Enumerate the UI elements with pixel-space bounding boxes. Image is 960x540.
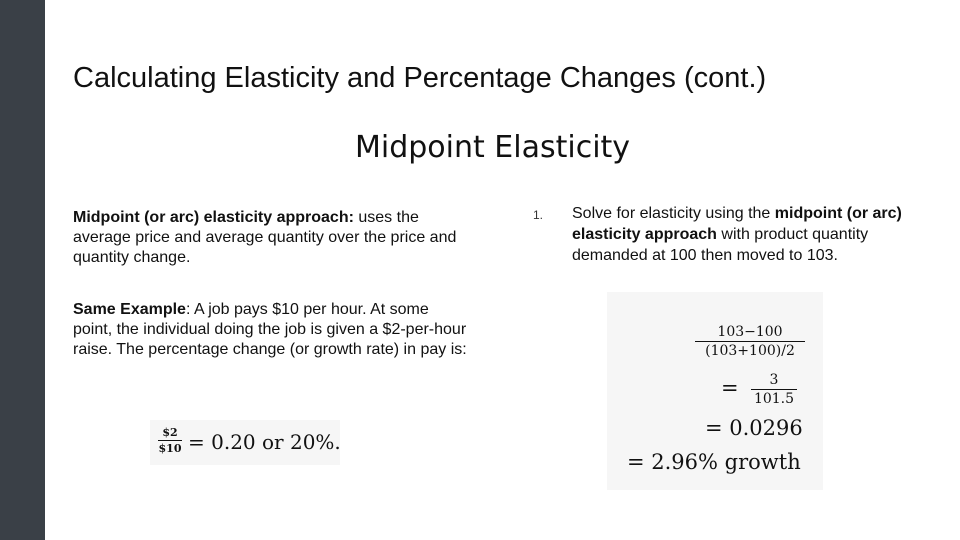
definition-text: uses the average price and average quant… <box>73 209 457 266</box>
decimal-result: = 0.0296 <box>705 416 803 440</box>
list-item-number: 1. <box>533 208 544 222</box>
simplified-fraction: 3 101.5 <box>751 372 797 407</box>
pay-change-result: = 0.20 or 20%. <box>188 430 341 454</box>
example-label: Same Example <box>73 301 186 318</box>
left-column: Midpoint (or arc) elasticity approach: u… <box>73 208 468 360</box>
example-text: : A job pays $10 per hour. At some point… <box>73 301 467 358</box>
instruction-text-end: with product quantity demanded at 100 th… <box>572 226 869 264</box>
definition-term: Midpoint (or arc) elasticity approach: <box>73 209 354 226</box>
fraction-bar <box>695 341 805 342</box>
midpoint-fraction-denominator: (103+100)/2 <box>705 343 795 359</box>
pay-fraction-denominator: $10 <box>158 442 182 455</box>
midpoint-formula: 103−100 (103+100)/2 = 3 101.5 = 0.0296 =… <box>607 292 823 490</box>
midpoint-fraction: 103−100 (103+100)/2 <box>695 324 805 359</box>
fraction-bar <box>158 440 182 441</box>
growth-result: = 2.96% growth <box>627 450 801 474</box>
pay-fraction-numerator: $2 <box>162 426 178 439</box>
definition-paragraph: Midpoint (or arc) elasticity approach: u… <box>73 208 468 268</box>
instruction-text-start: Solve for elasticity using the <box>572 205 775 222</box>
equals-sign: = <box>721 376 739 400</box>
instruction-text-bold: midpoint (or arc) elasticity approach <box>572 205 902 243</box>
pay-change-formula: $2 $10 = 0.20 or 20%. <box>150 420 341 465</box>
simplified-fraction-denominator: 101.5 <box>753 391 795 407</box>
slide-subtitle: Midpoint Elasticity <box>355 130 631 165</box>
simplified-fraction-numerator: 3 <box>769 372 779 388</box>
pay-fraction: $2 $10 <box>158 426 182 455</box>
example-paragraph: Same Example: A job pays $10 per hour. A… <box>73 300 468 360</box>
midpoint-fraction-numerator: 103−100 <box>717 324 783 340</box>
slide-title: Calculating Elasticity and Percentage Ch… <box>73 62 767 94</box>
right-column: Solve for elasticity using the midpoint … <box>572 203 912 266</box>
side-accent-bar <box>0 0 45 540</box>
fraction-bar <box>751 389 797 390</box>
